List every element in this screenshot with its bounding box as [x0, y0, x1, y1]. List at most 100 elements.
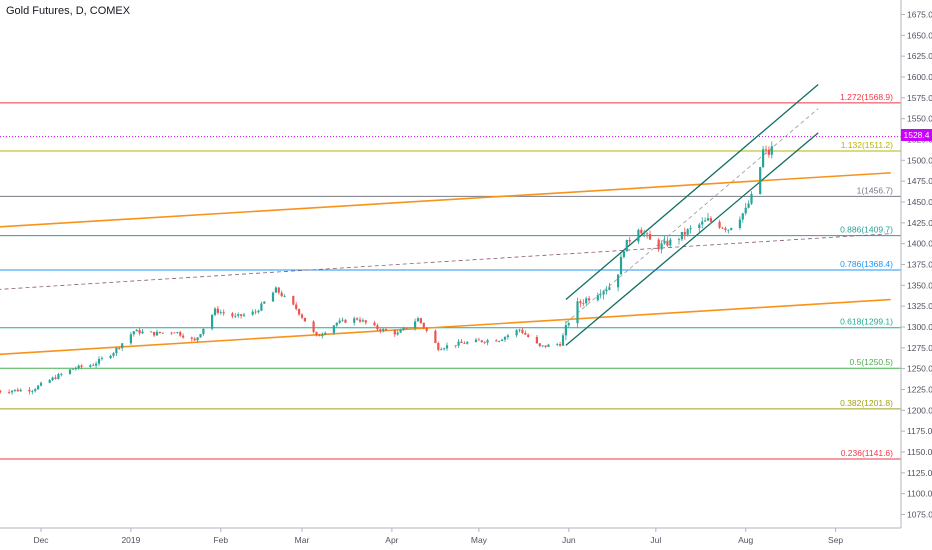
candle-body — [251, 311, 254, 315]
trendline-channel-mid — [565, 108, 819, 324]
candle-body — [393, 330, 396, 335]
candle-body — [254, 311, 257, 313]
candle-body — [170, 332, 173, 334]
candle-body — [74, 368, 77, 370]
price-tick-label: 1300.0 — [907, 322, 932, 332]
candle-body — [344, 319, 347, 323]
fib-level-label: 0.886(1409.7) — [840, 225, 893, 235]
candle-body — [437, 342, 440, 350]
candle-body — [271, 292, 275, 302]
candle-body — [240, 314, 243, 316]
price-tick-label: 1425.0 — [907, 218, 932, 228]
candle-body — [364, 320, 367, 323]
fib-level-label: 0.236(1141.6) — [841, 448, 893, 458]
candle-body — [312, 321, 315, 332]
candle-body — [112, 353, 115, 356]
candle-body — [303, 317, 306, 322]
price-tick-label: 1575.0 — [907, 93, 932, 103]
candle-body — [657, 239, 660, 250]
candle-body — [660, 243, 663, 250]
time-tick-label: Jun — [562, 535, 576, 545]
candle-body — [495, 340, 498, 342]
candle-body — [341, 319, 344, 321]
price-tick-label: 1325.0 — [907, 301, 932, 311]
candle-body — [646, 233, 649, 235]
candle-body — [686, 229, 689, 235]
candle-body — [669, 239, 672, 246]
time-axis[interactable]: Dec 2019 Feb Mar Apr May Jun Jul Aug Sep — [0, 527, 901, 545]
trendline-layer — [0, 84, 891, 356]
candle-body — [132, 331, 135, 335]
candle-body — [158, 331, 161, 333]
candle-body — [356, 318, 359, 320]
time-tick-label: May — [471, 535, 488, 545]
candle-body — [663, 240, 666, 244]
price-axis[interactable]: 1075.0 1100.0 1125.0 1150.0 1175.0 1200.0 1225… — [900, 0, 932, 528]
candle-body — [480, 340, 483, 342]
price-tick-label: 1350.0 — [907, 280, 932, 290]
candle-body — [109, 355, 112, 359]
candle-body — [95, 363, 98, 366]
candle-body — [231, 313, 234, 317]
candle-body — [596, 295, 599, 301]
candle-body — [501, 339, 504, 341]
candle-body — [358, 319, 362, 322]
candle-body — [747, 203, 750, 208]
candle-body — [182, 335, 185, 338]
candle-body — [460, 341, 463, 344]
candle-body — [605, 289, 608, 292]
candles-layer — [0, 141, 773, 395]
candle-body — [216, 308, 219, 313]
time-tick-label: Feb — [213, 535, 228, 545]
candle-body — [71, 368, 74, 370]
candle-body — [318, 335, 321, 337]
candle-body — [211, 314, 214, 329]
candle-body — [219, 312, 222, 314]
candle-body — [588, 298, 591, 301]
candle-body — [579, 301, 582, 304]
candle-body — [80, 365, 83, 367]
price-tick-label: 1625.0 — [907, 51, 932, 61]
candle-body — [385, 329, 388, 331]
candle-body — [762, 149, 765, 168]
candle-body — [57, 374, 60, 379]
candle-body — [382, 329, 385, 331]
candle-body — [498, 340, 501, 342]
candle-body — [396, 332, 399, 335]
time-tick-label: Apr — [385, 535, 398, 545]
candle-body — [138, 329, 141, 334]
candle-body — [730, 228, 733, 230]
candle-body — [506, 335, 509, 337]
candle-body — [190, 337, 193, 339]
time-tick-label: Sep — [828, 535, 843, 545]
candle-body — [8, 392, 11, 393]
price-tick-label: 1175.0 — [907, 426, 932, 436]
candle-body — [559, 344, 562, 346]
candle-body — [97, 358, 101, 364]
price-tick-label: 1675.0 — [907, 10, 932, 20]
candle-body — [399, 329, 402, 333]
candle-body — [544, 345, 547, 347]
candle-body — [31, 391, 34, 392]
fib-level-label: 0.786(1368.4) — [840, 259, 893, 269]
candle-body — [547, 344, 550, 347]
candle-body — [709, 218, 712, 222]
candle-body — [300, 314, 304, 318]
candle-body — [677, 239, 681, 241]
price-tick-label: 1600.0 — [907, 72, 932, 82]
candle-body — [622, 251, 625, 258]
price-tick-label: 1550.0 — [907, 114, 932, 124]
candle-body — [718, 221, 721, 228]
candle-body — [173, 332, 176, 334]
candle-body — [13, 389, 16, 391]
candle-body — [416, 318, 420, 322]
price-tick-label: 1450.0 — [907, 197, 932, 207]
candle-body — [741, 213, 744, 220]
candle-body — [422, 322, 425, 328]
candle-body — [515, 330, 518, 336]
candle-body — [503, 336, 507, 340]
candle-body — [179, 332, 182, 336]
price-tick-label: 1125.0 — [907, 468, 932, 478]
